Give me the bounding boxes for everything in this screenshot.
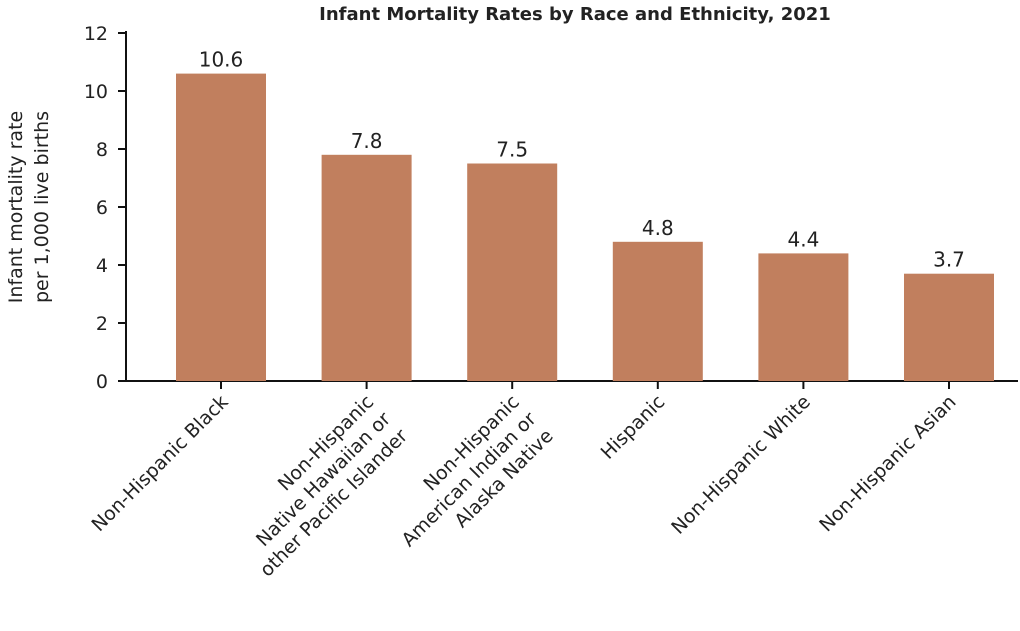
bar	[176, 73, 266, 381]
x-category-label: Hispanic	[597, 391, 670, 464]
y-tick-label: 4	[96, 255, 108, 277]
data-label: 4.4	[787, 227, 819, 251]
x-category-label-line: Non-Hispanic Asian	[815, 391, 960, 536]
bar	[758, 253, 849, 381]
data-label: 3.7	[933, 248, 965, 272]
y-axis-label-line-1: Infant mortality rate	[5, 111, 27, 303]
y-tick-label: 8	[96, 139, 108, 161]
data-label: 7.8	[351, 129, 383, 153]
bar	[467, 163, 558, 381]
y-axis-label: Infant mortality rate per 1,000 live bir…	[5, 111, 53, 303]
x-category-label-line: Hispanic	[597, 391, 670, 464]
x-category-label-line: Non-Hispanic White	[667, 391, 815, 539]
data-label: 7.5	[496, 138, 528, 162]
y-axis-label-line-2: per 1,000 live births	[31, 111, 53, 303]
x-category-label: Non-Hispanic Black	[87, 391, 232, 536]
x-category-label-line: Non-Hispanic Black	[87, 391, 232, 536]
bar	[904, 273, 994, 381]
chart-title: Infant Mortality Rates by Race and Ethni…	[319, 4, 831, 25]
bar	[612, 241, 703, 381]
x-category-label: Non-Hispanic Asian	[815, 391, 960, 536]
y-tick-label: 0	[96, 371, 108, 393]
bar	[321, 154, 412, 381]
y-tick-label: 6	[96, 197, 108, 219]
y-tick-label: 2	[96, 313, 108, 335]
y-tick-label: 12	[84, 23, 108, 45]
data-label: 10.6	[199, 48, 244, 72]
data-label: 4.8	[642, 216, 674, 240]
y-tick-label: 10	[84, 81, 108, 103]
x-category-label: Non-Hispanic White	[667, 391, 815, 539]
